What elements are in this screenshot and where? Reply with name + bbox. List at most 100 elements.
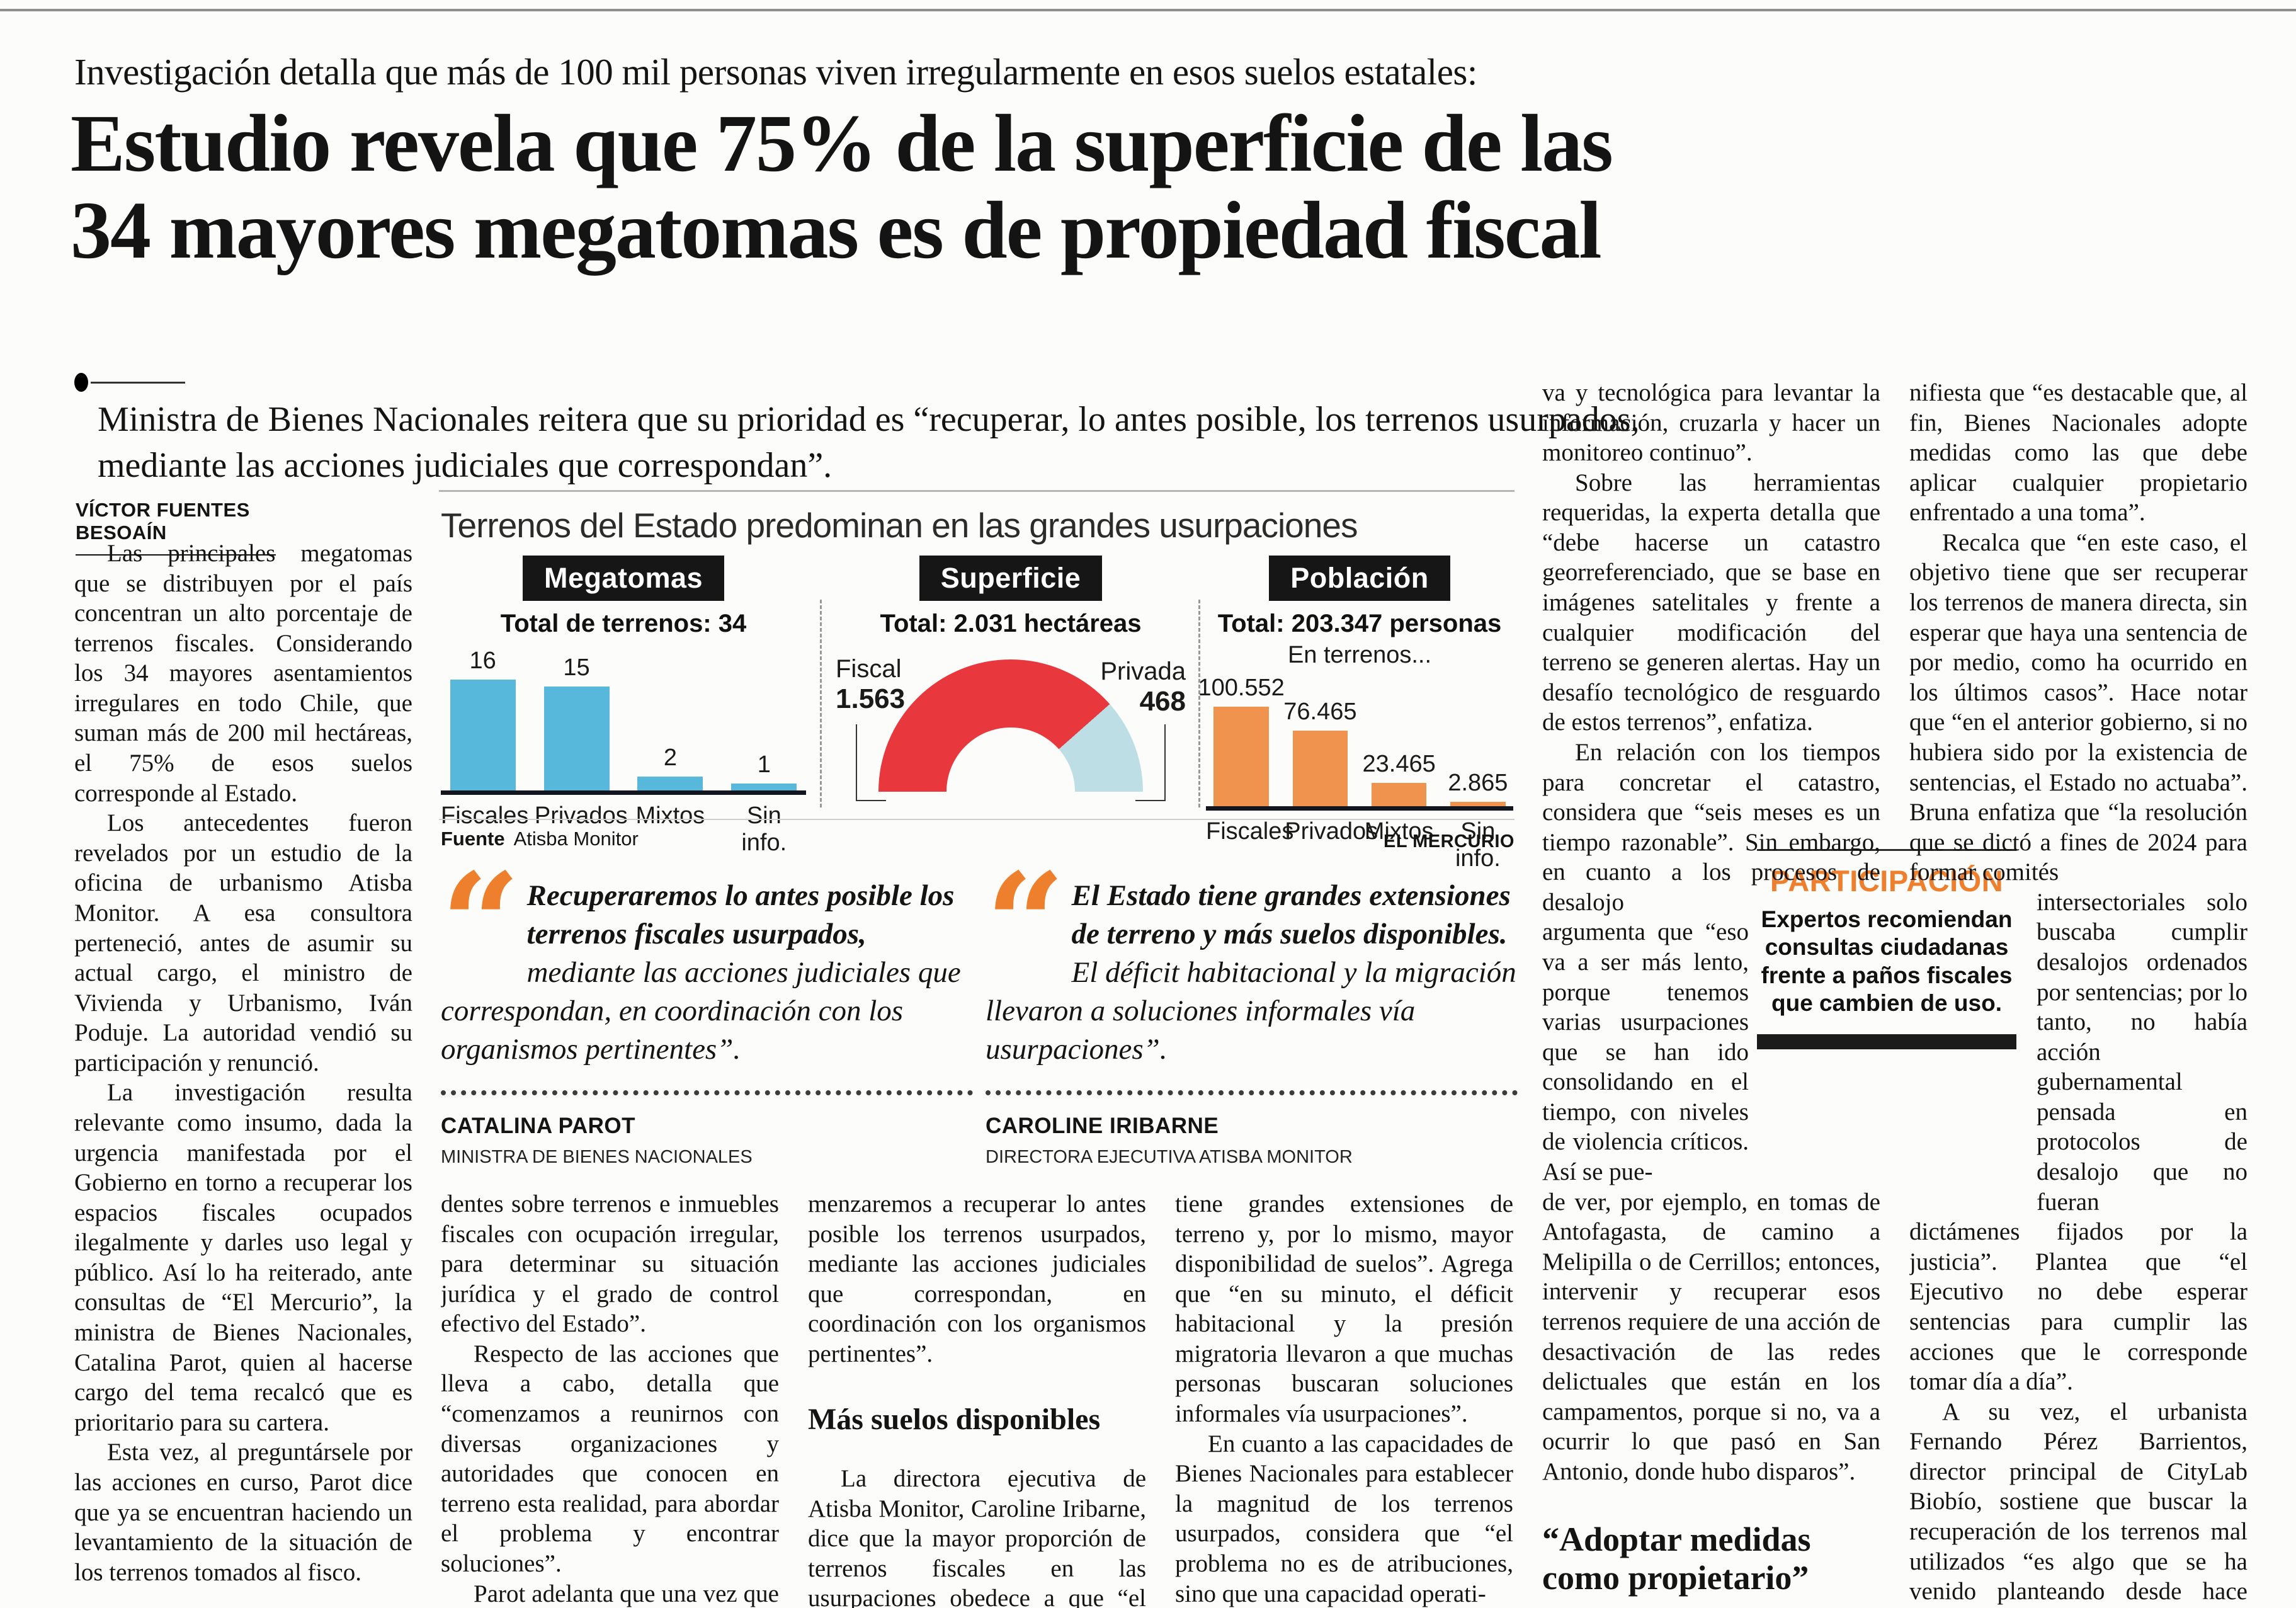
chart-panel-poblacion: Población Total: 203.347 personas En ter…	[1198, 556, 1513, 872]
panel-header-superficie: Superficie	[919, 556, 1103, 601]
byline: VÍCTOR FUENTES BESOAÍN	[76, 499, 276, 556]
headline-line2: 34 mayores megatomas es de propiedad fis…	[71, 185, 1602, 276]
bar-group: 2	[628, 744, 712, 790]
bar	[543, 687, 610, 790]
paragraph: de ver, por ejemplo, en tomas de Antofag…	[1542, 1188, 1880, 1485]
bar-group: 15	[535, 654, 618, 790]
participation-box-title: PARTICIPACIÓN	[1770, 864, 2004, 898]
participation-box-bar	[1757, 1034, 2016, 1049]
paragraph: Sobre las herramientas requeridas, la ex…	[1542, 469, 1880, 736]
paragraph: nifiesta que “es destacable que, al fin,…	[1909, 379, 2248, 527]
bar	[1371, 783, 1427, 806]
paragraph: argumenta que “eso va a ser más lento, p…	[1542, 918, 1749, 1186]
quote-text: Recuperaremos lo antes posible los terre…	[441, 879, 961, 1066]
chart-panel-superficie: Superficie Total: 2.031 hectáreas Fiscal…	[834, 556, 1187, 801]
bar-category-label: Fiscales	[441, 802, 529, 829]
participation-box-text: Expertos recomiendan consultas ciudadana…	[1761, 906, 2013, 1017]
panel-total-poblacion: Total: 203.347 personas	[1217, 610, 1502, 637]
body-column-3: menzaremos a recuperar lo antes posible …	[808, 1189, 1146, 1608]
quote-attribution-role: MINISTRA DE BIENES NACIONALES	[441, 1146, 753, 1167]
superficie-gauge-chart	[878, 659, 1143, 792]
paragraph: dentes sobre terrenos e inmuebles fiscal…	[441, 1190, 779, 1338]
headline-line1: Estudio revela que 75% de la superficie …	[71, 98, 1613, 189]
body-column-1: Las principales megatomas que se distrib…	[74, 539, 412, 1584]
bar-group: 16	[441, 647, 525, 790]
chart-panel-megatomas: Megatomas Total de terrenos: 34 16 15 2 1 F…	[441, 556, 806, 857]
bar-category-label: Mixtos	[1364, 818, 1434, 845]
body-column-2: dentes sobre terrenos e inmuebles fiscal…	[441, 1189, 779, 1608]
quote-dotted-rule	[986, 1090, 1518, 1096]
bar	[1450, 802, 1506, 806]
infographic-top-rule	[439, 490, 1515, 492]
quote-attribution-name: CAROLINE IRIBARNE	[986, 1114, 1219, 1139]
paragraph: tiene grandes extensiones de terreno y, …	[1175, 1190, 1513, 1428]
paragraph: menzaremos a recuperar lo antes posible …	[808, 1190, 1146, 1367]
paragraph: Parot adelanta que una vez que concluya …	[474, 1580, 779, 1607]
paragraph: Esta vez, al preguntársele por las accio…	[74, 1439, 412, 1584]
publisher-credit: EL MERCURIO	[1384, 831, 1515, 852]
paragraph: Respecto de las acciones que lleva a cab…	[441, 1340, 779, 1577]
megatomas-bar-labels: Fiscales Privados Mixtos Sin info.	[441, 802, 806, 857]
deck: Ministra de Bienes Nacionales reitera qu…	[98, 400, 1640, 485]
paragraph: La directora ejecutiva de Atisba Monitor…	[808, 1465, 1146, 1608]
panel-note-poblacion: En terrenos...	[1287, 642, 1432, 668]
section-subhead: “Adoptar medidas como propietario”	[1542, 1520, 1811, 1597]
gauge-callout-line-left	[856, 724, 886, 801]
infographic-bottom-rule	[439, 819, 1515, 820]
bullet-rule	[91, 381, 185, 384]
panel-total-superficie: Total: 2.031 hectáreas	[880, 610, 1142, 637]
bar-category-label: Sin info.	[741, 802, 787, 856]
participation-box: PARTICIPACIÓN Expertos recomiendan consu…	[1757, 849, 2016, 1049]
quote-dotted-rule	[441, 1090, 973, 1096]
bar-value: 15	[563, 654, 590, 681]
poblacion-bar-labels: Fiscales Privados Mixtos Sin info.	[1206, 818, 1513, 872]
paragraph: En relación con los tiempos para concret…	[1542, 738, 1880, 916]
source-name: Atisba Monitor	[513, 828, 639, 850]
bar-value: 2.865	[1448, 770, 1508, 796]
bar-category-label: Privados	[534, 802, 628, 829]
bar-group: 1	[722, 751, 806, 790]
headline-bullet	[74, 373, 185, 392]
body-column-4: tiene grandes extensiones de terreno y, …	[1175, 1189, 1513, 1608]
paragraph: Los antecedentes fueron revelados por un…	[74, 809, 412, 1076]
panel-total-megatomas: Total de terrenos: 34	[500, 610, 747, 637]
page-top-rule	[0, 9, 2296, 11]
gauge-label-fiscal: Fiscal 1.563	[836, 655, 906, 714]
infographic-source: Fuente Atisba Monitor	[441, 828, 639, 850]
bar-category-label: Mixtos	[635, 802, 705, 829]
bar-value: 16	[469, 647, 496, 674]
bar-category-label: Fiscales	[1206, 818, 1294, 845]
paragraph: Recalca que “en este caso, el objetivo t…	[1909, 528, 2248, 886]
panel-header-poblacion: Población	[1269, 556, 1450, 601]
bar-category-label: Sin info.	[1455, 818, 1501, 872]
quote-attribution-name: CATALINA PAROT	[441, 1114, 635, 1139]
bar-group: 100.552	[1198, 675, 1285, 806]
paragraph: dictámenes fijados por la justicia”. Pla…	[1909, 1218, 2248, 1396]
bar-group: 76.465	[1283, 699, 1357, 806]
bullet-dot-icon	[74, 373, 88, 392]
bar-group: 23.465	[1362, 751, 1436, 806]
paragraph: va y tecnológica para levantar la inform…	[1542, 379, 1880, 467]
paragraph: En cuanto a las capacidades de Bienes Na…	[1175, 1430, 1513, 1607]
paragraph: A su vez, el urbanista Fernando Pérez Ba…	[1909, 1398, 2248, 1608]
quote-mark-icon: “	[986, 842, 1065, 1005]
paragraph: La investigación resulta relevante como …	[74, 1079, 412, 1436]
paragraph: Las principales megatomas que se distrib…	[74, 540, 412, 807]
quote-attribution-role: DIRECTORA EJECUTIVA ATISBA MONITOR	[986, 1146, 1353, 1167]
bar-value: 76.465	[1283, 699, 1357, 725]
body-column-5: va y tecnológica para levantar la inform…	[1542, 378, 1880, 1608]
panel-header-megatomas: Megatomas	[522, 556, 725, 601]
source-label: Fuente	[441, 828, 505, 850]
bar	[731, 784, 797, 790]
panel-separator	[820, 600, 822, 807]
bar-value: 1	[757, 751, 771, 778]
quote-mark-icon: “	[441, 842, 520, 1005]
bar-value: 2	[663, 744, 677, 771]
panel-separator	[1198, 600, 1200, 807]
pull-quote-parot: “ Recuperaremos lo antes posible los ter…	[441, 842, 973, 1170]
bar	[1213, 707, 1269, 806]
quote-text: El Estado tiene grandes extensiones de t…	[986, 879, 1516, 1066]
bar-group: 2.865	[1443, 770, 1513, 806]
bar-value: 23.465	[1362, 751, 1436, 777]
